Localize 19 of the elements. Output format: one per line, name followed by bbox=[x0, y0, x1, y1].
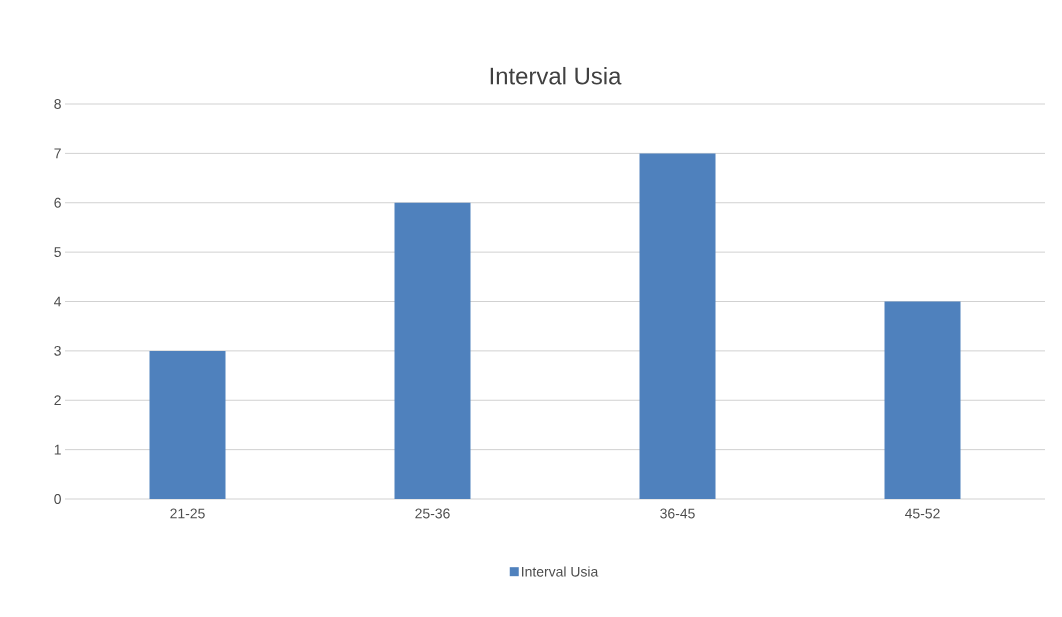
bar bbox=[639, 153, 716, 499]
x-tick-label: 36-45 bbox=[660, 508, 695, 519]
x-tick-label: 25-36 bbox=[415, 508, 450, 519]
y-tick-label: 0 bbox=[54, 494, 61, 504]
y-tick-label: 8 bbox=[54, 99, 61, 109]
y-tick-label: 6 bbox=[54, 197, 61, 208]
y-tick-label: 2 bbox=[54, 395, 61, 406]
x-tick-label: 45-52 bbox=[904, 508, 940, 519]
y-tick-label: 7 bbox=[54, 148, 61, 159]
bar bbox=[394, 202, 471, 499]
chart-title: Interval Usia bbox=[490, 66, 622, 85]
legend-label: Interval Usia bbox=[522, 566, 599, 577]
y-tick-label: 4 bbox=[54, 296, 62, 307]
bar bbox=[884, 301, 961, 499]
x-tick-label: 21-25 bbox=[170, 508, 205, 519]
y-tick-label: 5 bbox=[54, 247, 61, 257]
bar bbox=[149, 350, 226, 499]
y-tick-label: 3 bbox=[54, 345, 61, 356]
y-tick-label: 1 bbox=[54, 444, 61, 455]
